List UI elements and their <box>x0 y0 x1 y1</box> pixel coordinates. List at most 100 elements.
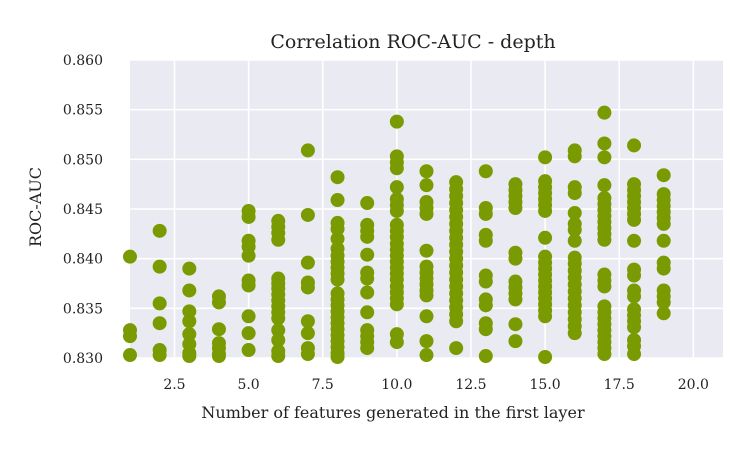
data-point <box>597 232 612 247</box>
data-point <box>182 283 197 298</box>
data-point <box>123 329 137 344</box>
y-tick-label: 0.845 <box>63 202 103 218</box>
data-point <box>330 221 345 236</box>
data-point <box>152 223 167 238</box>
data-point <box>597 279 612 294</box>
data-point <box>360 271 375 286</box>
data-point <box>656 261 671 276</box>
data-point <box>152 259 167 274</box>
data-point <box>241 326 256 341</box>
data-point <box>567 186 582 201</box>
data-point <box>419 334 434 349</box>
data-point <box>538 203 553 218</box>
data-point <box>330 350 345 365</box>
data-point <box>597 150 612 165</box>
y-tick-label: 0.860 <box>63 53 103 69</box>
x-tick-label: 12.5 <box>455 377 486 393</box>
data-point <box>271 323 286 338</box>
data-point <box>330 272 345 287</box>
data-point <box>478 206 493 221</box>
data-point <box>241 209 256 224</box>
data-point <box>567 222 582 237</box>
data-point <box>389 180 404 195</box>
data-point <box>123 249 137 264</box>
y-tick-labels: 0.830 0.835 0.840 0.845 0.850 0.855 0.860 <box>63 53 103 367</box>
data-point <box>627 268 642 283</box>
data-point <box>389 335 404 350</box>
data-point <box>389 161 404 176</box>
data-point <box>478 274 493 289</box>
data-point <box>360 196 375 211</box>
data-point <box>627 138 642 153</box>
chart-title: Correlation ROC-AUC - depth <box>270 31 555 53</box>
y-tick-label: 0.850 <box>63 152 103 168</box>
data-point <box>330 170 345 185</box>
x-tick-labels: 2.5 5.0 7.5 10.0 12.5 15.0 17.5 20.0 <box>163 377 709 393</box>
data-point <box>656 306 671 321</box>
data-point <box>567 326 582 341</box>
data-point <box>241 343 256 358</box>
data-point <box>360 229 375 244</box>
data-point <box>567 233 582 248</box>
data-point <box>182 327 197 342</box>
data-point <box>271 349 286 364</box>
x-tick-label: 17.5 <box>604 377 635 393</box>
data-point <box>538 150 553 165</box>
data-point <box>419 309 434 324</box>
data-point <box>538 350 553 365</box>
data-point <box>300 326 315 341</box>
data-point <box>508 317 523 332</box>
y-tick-label: 0.855 <box>63 103 103 119</box>
x-tick-label: 10.0 <box>381 377 412 393</box>
data-point <box>656 295 671 310</box>
data-point <box>627 347 642 362</box>
data-point <box>182 304 197 319</box>
data-point <box>211 322 226 337</box>
data-point <box>300 280 315 295</box>
data-point <box>360 305 375 320</box>
data-point <box>152 316 167 331</box>
data-point <box>508 201 523 216</box>
data-point <box>449 314 464 329</box>
data-point <box>211 349 226 364</box>
data-point <box>300 143 315 158</box>
data-point <box>597 178 612 193</box>
data-point <box>508 334 523 349</box>
data-point <box>271 311 286 326</box>
data-point <box>241 248 256 263</box>
data-point <box>656 168 671 183</box>
data-point <box>182 261 197 276</box>
x-tick-label: 2.5 <box>163 377 185 393</box>
data-point <box>241 278 256 293</box>
data-point <box>508 251 523 266</box>
data-point <box>241 309 256 324</box>
data-point <box>627 320 642 335</box>
data-point <box>597 105 612 120</box>
x-tick-label: 20.0 <box>678 377 709 393</box>
data-point <box>449 341 464 356</box>
x-tick-label: 5.0 <box>237 377 259 393</box>
data-point <box>478 298 493 313</box>
data-point <box>478 233 493 248</box>
data-point <box>508 292 523 307</box>
data-point <box>182 349 197 364</box>
data-point <box>478 322 493 337</box>
data-point <box>123 348 137 363</box>
data-point <box>330 231 345 246</box>
data-point <box>389 203 404 218</box>
data-point <box>538 230 553 245</box>
data-point <box>300 207 315 222</box>
x-axis-label: Number of features generated in the firs… <box>201 403 585 422</box>
data-point <box>419 288 434 303</box>
y-tick-label: 0.835 <box>63 301 103 317</box>
data-point <box>419 164 434 179</box>
y-axis-label: ROC-AUC <box>26 167 45 247</box>
data-point <box>330 193 345 208</box>
data-point <box>627 233 642 248</box>
data-point <box>300 255 315 270</box>
data-point <box>419 243 434 258</box>
x-tick-label: 7.5 <box>312 377 334 393</box>
data-point <box>360 247 375 262</box>
data-point <box>478 349 493 364</box>
